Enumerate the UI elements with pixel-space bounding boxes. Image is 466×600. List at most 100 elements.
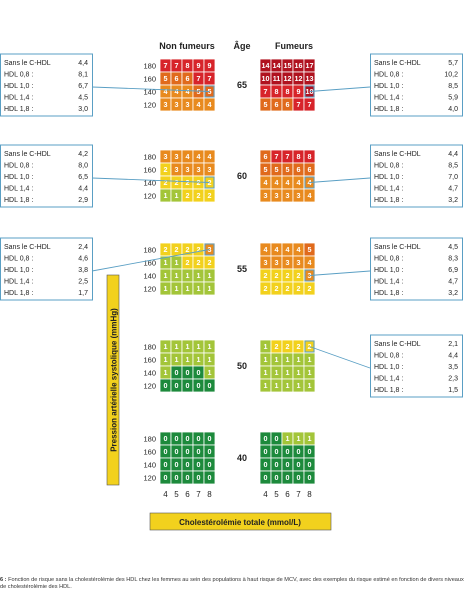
- risk-value: 4: [197, 100, 201, 109]
- hdl-label: HDL 0,8 :: [374, 353, 403, 360]
- hdl-connector: [91, 86, 210, 92]
- hdl-box-frame: [0, 237, 93, 301]
- risk-cell: [203, 470, 216, 485]
- risk-value: 0: [197, 473, 201, 482]
- risk-value: 0: [208, 381, 212, 390]
- hdl-label: Sans le C-HDL: [374, 151, 421, 158]
- risk-value: 1: [197, 355, 201, 364]
- risk-value: 1: [264, 368, 268, 377]
- risk-value: 2: [286, 284, 290, 293]
- risk-value: 1: [175, 355, 179, 364]
- risk-value: 1: [286, 355, 290, 364]
- hdl-value: 2,4: [78, 244, 88, 251]
- hdl-connector: [309, 86, 371, 92]
- risk-value: 1: [297, 381, 301, 390]
- hdl-connector: [309, 346, 371, 369]
- risk-value: 7: [275, 152, 279, 161]
- grid-non-smokers-40: 0 0 0 0 00 0 0 0 00 0 0 0 00 0 0 0 0: [159, 431, 216, 485]
- age-label: 50: [237, 361, 247, 371]
- risk-value: 0: [164, 381, 168, 390]
- risk-value: 2: [164, 178, 168, 187]
- hdl-label: Sans le C-HDL: [374, 60, 421, 67]
- cholesterol-label: 8: [207, 490, 212, 499]
- risk-value: 2: [208, 258, 212, 267]
- risk-value: 6: [175, 74, 179, 83]
- risk-value: 0: [197, 447, 201, 456]
- risk-value: 2: [275, 342, 279, 351]
- risk-value: 4: [308, 178, 312, 187]
- risk-value: 2: [286, 271, 290, 280]
- sbp-label: 120: [143, 285, 156, 294]
- risk-value: 3: [175, 152, 179, 161]
- age-label: 65: [237, 80, 247, 90]
- sbp-label: 120: [143, 382, 156, 391]
- risk-value: 1: [164, 342, 168, 351]
- grid-non-smokers-60: 3 3 4 4 42 3 3 3 32 2 2 2 21 1 2 2 2: [159, 149, 216, 203]
- hdl-value: 4,4: [448, 151, 458, 158]
- risk-value: 4: [164, 87, 168, 96]
- hdl-connector: [91, 177, 210, 183]
- risk-value: 0: [275, 434, 279, 443]
- hdl-label: HDL 1,8 :: [374, 387, 403, 394]
- risk-value: 0: [186, 368, 190, 377]
- risk-value: 2: [208, 191, 212, 200]
- risk-value: 1: [175, 342, 179, 351]
- risk-value: 8: [186, 61, 190, 70]
- risk-value: 3: [264, 191, 268, 200]
- hdl-label: HDL 1,0 :: [374, 83, 403, 90]
- risk-value: 0: [286, 460, 290, 469]
- hdl-label: HDL 1,8 :: [374, 106, 403, 113]
- risk-value: 0: [164, 460, 168, 469]
- risk-value: 1: [275, 381, 279, 390]
- risk-value: 2: [164, 245, 168, 254]
- hdl-target-marker: [304, 176, 315, 189]
- risk-value: 3: [297, 191, 301, 200]
- risk-value: 15: [284, 61, 292, 70]
- risk-value: 10: [306, 87, 314, 96]
- risk-value: 2: [297, 271, 301, 280]
- risk-value: 2: [186, 178, 190, 187]
- hdl-value: 4,7: [448, 279, 458, 286]
- sbp-label: 140: [143, 461, 156, 470]
- hdl-target-marker: [304, 85, 315, 98]
- risk-value: 4: [175, 87, 179, 96]
- hdl-value: 3,0: [78, 106, 88, 113]
- risk-value: 0: [208, 447, 212, 456]
- risk-value: 3: [308, 271, 312, 280]
- hdl-box-right-65: Sans le C-HDL 5,7 HDL 0,8 : 10,2 HDL 1,0 : 8,…: [304, 53, 463, 117]
- risk-value: 1: [286, 381, 290, 390]
- risk-value: 0: [264, 473, 268, 482]
- hdl-label: HDL 1,8 :: [4, 290, 33, 297]
- grid-smokers-60: 6 7 7 8 85 5 5 6 64 4 4 4 43 3 3 3 4: [259, 149, 316, 203]
- hdl-label: HDL 1,4 :: [4, 95, 33, 102]
- cholesterol-label: 5: [174, 490, 179, 499]
- risk-value: 7: [208, 74, 212, 83]
- risk-value: 0: [308, 473, 312, 482]
- risk-value: 0: [297, 447, 301, 456]
- hdl-label: Sans le C-HDL: [4, 151, 51, 158]
- risk-value: 2: [297, 342, 301, 351]
- hdl-label: HDL 1,4 :: [4, 279, 33, 286]
- risk-value: 14: [262, 61, 270, 70]
- sbp-label: 160: [143, 166, 156, 175]
- risk-cell: [203, 188, 216, 203]
- risk-value: 0: [308, 460, 312, 469]
- risk-value: 3: [164, 100, 168, 109]
- risk-value: 5: [264, 100, 268, 109]
- risk-value: 4: [297, 178, 301, 187]
- risk-value: 1: [208, 355, 212, 364]
- sbp-label: 160: [143, 356, 156, 365]
- hdl-target-marker: [204, 176, 215, 189]
- risk-value: 4: [264, 245, 268, 254]
- risk-value: 3: [286, 258, 290, 267]
- risk-value: 4: [308, 191, 312, 200]
- risk-value: 0: [186, 447, 190, 456]
- risk-value: 5: [264, 165, 268, 174]
- risk-cell: [303, 188, 316, 203]
- hdl-target-marker: [204, 85, 215, 98]
- age-label: 40: [237, 453, 247, 463]
- age-label: 55: [237, 264, 247, 274]
- risk-value: 0: [186, 460, 190, 469]
